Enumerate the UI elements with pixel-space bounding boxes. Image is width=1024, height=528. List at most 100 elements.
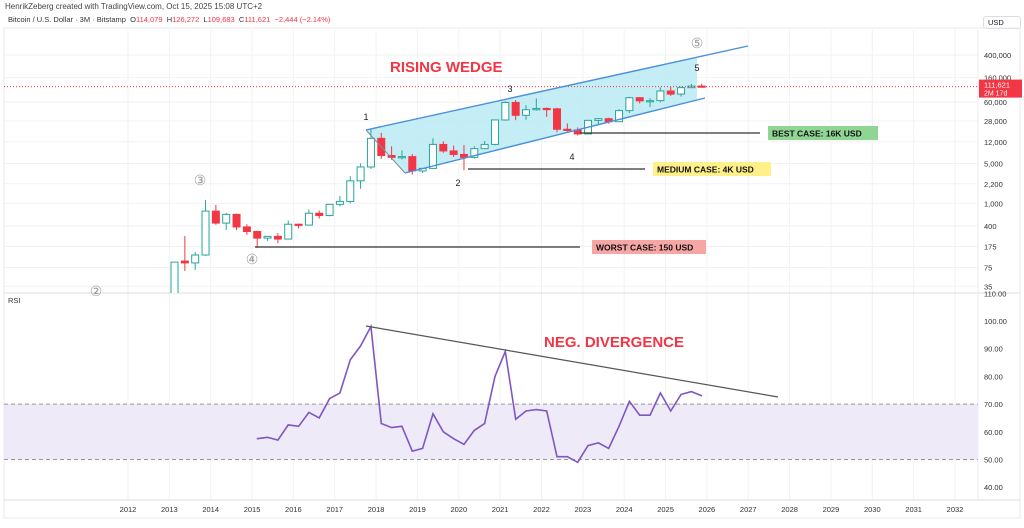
- worst-case-label-bg: [592, 240, 706, 254]
- candle-body: [346, 180, 355, 202]
- price-tick-label: 35: [984, 282, 992, 291]
- rsi-point: [422, 447, 424, 450]
- candle-body: [635, 97, 644, 102]
- candle-body: [304, 212, 313, 226]
- rsi-point: [308, 411, 310, 414]
- x-tick-label: 2023: [575, 505, 592, 514]
- price-tick-label: 175: [984, 242, 997, 251]
- rsi-point: [401, 425, 403, 427]
- candle-body: [501, 101, 510, 121]
- rsi-point: [628, 400, 630, 402]
- rsi-point: [701, 395, 703, 397]
- rsi-point: [670, 410, 672, 412]
- price-tick-label: 400,000: [984, 51, 1011, 60]
- close-value: 111,621: [244, 15, 271, 24]
- rsi-point: [659, 392, 661, 394]
- candle-body: [191, 254, 200, 264]
- rsi-point: [328, 397, 331, 400]
- rsi-point: [391, 427, 393, 429]
- rsi-band: [4, 404, 978, 460]
- candle-body: [387, 155, 396, 158]
- candle-body: [439, 143, 448, 152]
- best-case-label-bg: [768, 126, 878, 140]
- price-tick-label: 2,200: [984, 180, 1003, 189]
- x-tick-label: 2021: [492, 505, 509, 514]
- candle-body: [480, 143, 489, 150]
- rsi-tick-label: 100.00: [984, 317, 1007, 326]
- candle-body: [532, 107, 541, 111]
- x-tick-label: 2028: [781, 505, 798, 514]
- x-tick-label: 2024: [616, 505, 633, 514]
- candle-body: [201, 210, 210, 256]
- candle-body: [356, 166, 365, 182]
- candle-body: [625, 97, 634, 112]
- price-tick-label: 5,000: [984, 159, 1003, 168]
- rsi-point: [525, 410, 527, 412]
- candle-body: [656, 90, 665, 102]
- low-value: 109,683: [207, 15, 235, 24]
- x-tick-label: 2029: [823, 505, 840, 514]
- rsi-point: [494, 375, 496, 377]
- open-label: O: [130, 15, 136, 24]
- rsi-point: [287, 424, 289, 426]
- candle-body: [449, 150, 458, 155]
- candle-body: [490, 119, 499, 145]
- candle-body: [211, 210, 220, 224]
- rsi-tick-label: 50.00: [984, 456, 1003, 465]
- candle-body: [697, 85, 706, 88]
- rsi-point: [266, 436, 269, 438]
- price-tick-label: 160,000: [984, 74, 1011, 83]
- x-tick-label: 2013: [161, 505, 178, 514]
- x-tick-label: 2031: [905, 505, 922, 514]
- high-label: H: [166, 15, 173, 24]
- rsi-point: [556, 456, 558, 458]
- price-tick-label: 75: [984, 263, 992, 272]
- x-tick-label: 2018: [368, 505, 385, 514]
- candle-body: [428, 143, 437, 169]
- price-tag-price: 111,621: [984, 81, 1010, 90]
- symbol-name[interactable]: Bitcoin / U.S. Dollar · 3M · Bitstamp: [8, 15, 126, 24]
- rsi-point: [339, 392, 341, 394]
- rsi-point: [587, 445, 589, 447]
- price-tick-label: 12,000: [984, 138, 1007, 147]
- rsi-point: [515, 418, 517, 420]
- candle-body: [666, 90, 675, 95]
- wave-label: 5: [694, 63, 699, 73]
- price-tick-label: 400: [984, 222, 997, 231]
- rsi-point: [535, 409, 537, 411]
- price-tick-label: 60,000: [984, 98, 1007, 107]
- candle-body: [459, 153, 468, 158]
- candle-body: [325, 203, 334, 217]
- candle-body: [366, 137, 375, 168]
- rsi-point: [256, 438, 258, 440]
- candle-body: [180, 260, 189, 264]
- candle-body: [294, 223, 303, 226]
- wave-label: 2: [455, 178, 460, 188]
- wave-label: 4: [569, 152, 574, 162]
- medium-case-label: MEDIUM CASE: 4K USD: [657, 165, 754, 175]
- rsi-point: [453, 438, 455, 440]
- candle-body: [284, 223, 293, 240]
- candle-body: [615, 110, 624, 123]
- rsi-point: [432, 413, 434, 415]
- wave-label: 3: [507, 84, 512, 94]
- rsi-point: [566, 456, 568, 458]
- candle-body: [397, 156, 406, 159]
- x-tick-label: 2032: [947, 505, 964, 514]
- candle-body: [170, 261, 179, 293]
- x-tick-label: 2020: [450, 505, 467, 514]
- rsi-point: [577, 461, 579, 463]
- rsi-point: [504, 350, 506, 353]
- circled-wave-label: ③: [194, 172, 207, 188]
- rsi-point: [318, 417, 320, 419]
- price-tick-label: 28,000: [984, 117, 1007, 126]
- circled-wave-label: ⑤: [691, 35, 704, 51]
- circled-wave-label: ④: [246, 251, 259, 267]
- x-tick-label: 2019: [409, 505, 426, 514]
- x-tick-label: 2015: [244, 505, 261, 514]
- symbol-legend: Bitcoin / U.S. Dollar · 3M · Bitstamp O 1…: [8, 15, 330, 24]
- rsi-point: [359, 345, 362, 347]
- circled-wave-label: ②: [90, 283, 103, 299]
- x-tick-label: 2025: [657, 505, 674, 514]
